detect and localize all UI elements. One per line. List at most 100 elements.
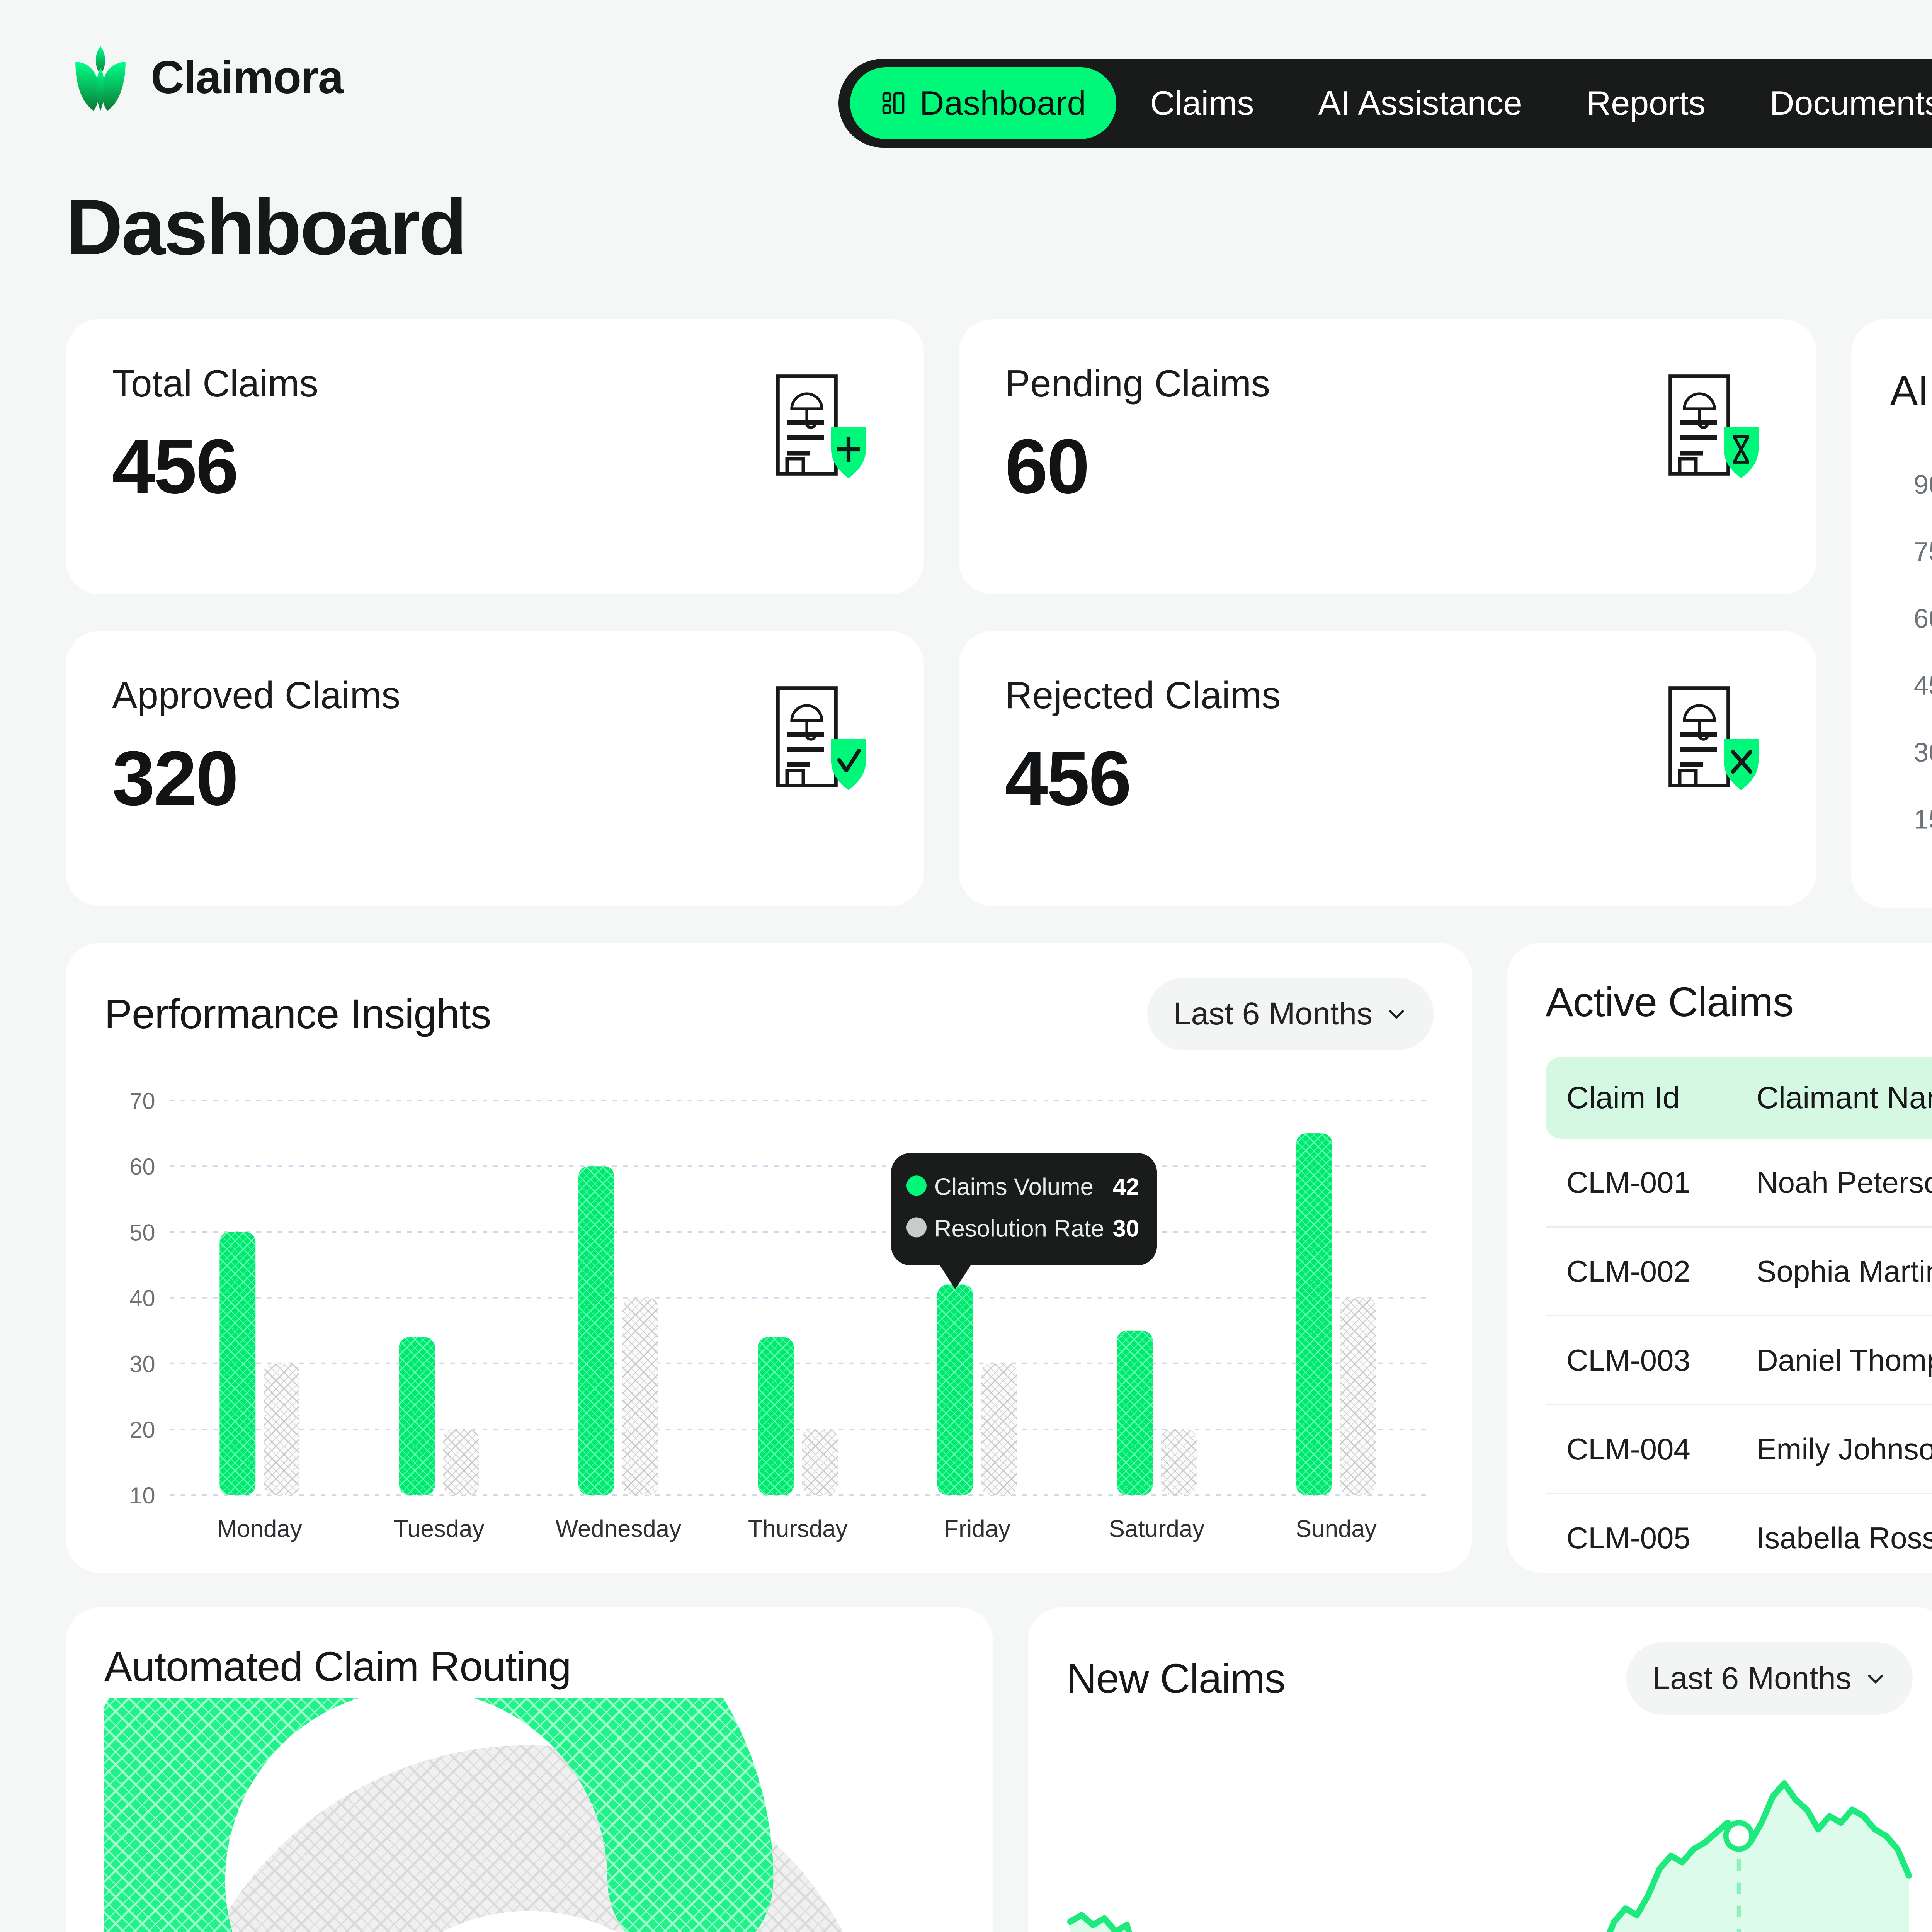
policy-hourglass-icon xyxy=(1668,374,1759,478)
nav-label: Claims xyxy=(1150,84,1254,122)
page-header: Dashboard New Claim xyxy=(66,182,1932,273)
active-claims-card: Active Claims Claim Id Claimant Name Typ… xyxy=(1507,942,1932,1573)
automated-claim-routing-card: Automated Claim Routing xyxy=(59,1523,993,1932)
svg-text:40: 40 xyxy=(129,1285,155,1311)
svg-text:Monday: Monday xyxy=(217,1515,302,1542)
svg-text:Wednesday: Wednesday xyxy=(556,1515,681,1542)
policy-plus-icon xyxy=(776,374,866,478)
svg-text:Thursday: Thursday xyxy=(748,1515,848,1542)
stat-card-approved-claims: Approved Claims 320 xyxy=(66,631,924,906)
svg-text:Friday: Friday xyxy=(944,1515,1010,1542)
svg-text:30: 30 xyxy=(1914,737,1932,767)
routing-title: Automated Claim Routing xyxy=(104,1643,571,1690)
svg-text:20: 20 xyxy=(129,1417,155,1443)
cell-claimant-name: Emily Johnson xyxy=(1735,1405,1932,1494)
main-nav: Dashboard Claims AI Assistance Reports D… xyxy=(838,59,1932,148)
new-claims-title: New Claims xyxy=(1066,1655,1286,1702)
stat-value: 60 xyxy=(1005,423,1090,510)
cell-claimant-name: Sophia Martinez xyxy=(1735,1227,1932,1316)
new-claims-range-value: Last 6 Months xyxy=(1652,1660,1852,1696)
dashboard-grid-icon xyxy=(882,92,905,114)
routing-gauge: 70% Auto Routed By AI xyxy=(59,1523,954,1932)
policy-x-icon xyxy=(1668,686,1759,790)
chevron-down-icon xyxy=(1389,1010,1404,1019)
stat-value: 320 xyxy=(112,735,239,821)
claimora-leaf-logo-icon xyxy=(75,46,126,111)
cell-claimant-name: Isabella Rossi xyxy=(1756,1520,1932,1555)
svg-text:Resolution Rate: Resolution Rate xyxy=(934,1215,1104,1242)
svg-text:70: 70 xyxy=(129,1088,155,1114)
nav-item-dashboard[interactable]: Dashboard xyxy=(850,67,1116,139)
brand-name: Claimora xyxy=(151,51,344,103)
nav-item-documents[interactable]: Documents xyxy=(1740,67,1932,139)
stat-label: Rejected Claims xyxy=(1005,673,1281,716)
stat-label: Approved Claims xyxy=(112,673,401,716)
nav-item-claims[interactable]: Claims xyxy=(1120,67,1284,139)
nav-item-reports[interactable]: Reports xyxy=(1556,67,1736,139)
new-claims-card: New Claims Last 6 Months JunJulAugSepOct… xyxy=(1027,1607,1932,1932)
row-routing-newclaims-policy: Automated Claim Routing xyxy=(59,1523,1932,1932)
stat-label: Pending Claims xyxy=(1005,362,1270,405)
svg-text:30: 30 xyxy=(1113,1215,1139,1242)
svg-text:10: 10 xyxy=(129,1483,155,1509)
svg-text:15: 15 xyxy=(1914,804,1932,834)
cell-claim-id: CLM-001 xyxy=(1545,1138,1736,1228)
policy-check-icon xyxy=(776,686,866,790)
fraud-trend-chart: 153045607590JunJulAugSepOctNov75 xyxy=(1890,469,1932,885)
th-claimant-name: Claimant Name xyxy=(1735,1056,1932,1139)
stat-card-pending-claims: Pending Claims 60 xyxy=(958,319,1817,594)
cell-claim-id: CLM-005 xyxy=(1566,1520,1690,1555)
stat-card-total-claims: Total Claims 456 xyxy=(66,319,924,594)
svg-text:45: 45 xyxy=(1914,670,1932,701)
svg-text:Saturday: Saturday xyxy=(1109,1515,1204,1542)
active-claims-title: Active Claims xyxy=(1545,978,1794,1025)
svg-text:50: 50 xyxy=(129,1219,155,1245)
top-navigation-bar: Claimora Dashboard Claims AI Assistance … xyxy=(66,0,1932,155)
brand[interactable]: Claimora xyxy=(66,43,344,112)
svg-text:60: 60 xyxy=(129,1154,155,1180)
row-stats-and-fraud: Total Claims 456 Pe xyxy=(66,319,1932,908)
svg-text:60: 60 xyxy=(1914,603,1932,633)
performance-range-value: Last 6 Months xyxy=(1173,996,1372,1031)
nav-item-ai-assistance[interactable]: AI Assistance xyxy=(1288,67,1552,139)
stat-value: 456 xyxy=(112,423,239,510)
nav-label: Dashboard xyxy=(920,84,1086,122)
stat-card-rejected-claims: Rejected Claims 456 xyxy=(958,631,1817,906)
performance-range-dropdown[interactable]: Last 6 Months xyxy=(1147,977,1434,1050)
nav-label: AI Assistance xyxy=(1318,84,1522,122)
svg-text:42: 42 xyxy=(1113,1173,1139,1200)
chevron-down-icon xyxy=(1868,1675,1883,1684)
nav-label: Reports xyxy=(1586,84,1706,122)
svg-text:Sunday: Sunday xyxy=(1296,1515,1377,1542)
svg-text:Claims Volume: Claims Volume xyxy=(934,1173,1094,1200)
stat-label: Total Claims xyxy=(112,362,318,405)
table-header-row: Claim Id Claimant Name Type Priority Sta… xyxy=(1545,1056,1932,1139)
new-claims-chart: JunJulAugSepOctNov xyxy=(1066,1742,1913,1932)
stat-card-grid: Total Claims 456 Pe xyxy=(66,319,1817,908)
fraud-trend-title: AI Detected Fraud Trend Over Time xyxy=(1890,367,1932,414)
row-performance-and-claims: Performance Insights Last 6 Months xyxy=(66,942,1932,1573)
performance-title: Performance Insights xyxy=(104,990,491,1037)
svg-text:90: 90 xyxy=(1914,473,1932,500)
stat-value: 456 xyxy=(1005,735,1132,821)
performance-insights-card: Performance Insights Last 6 Months xyxy=(66,942,1472,1573)
fraud-trend-card: AI Detected Fraud Trend Over Time Last 6… xyxy=(1851,319,1932,908)
active-claims-table: Claim Id Claimant Name Type Priority Sta… xyxy=(1545,1056,1932,1582)
cell-claimant-name: Daniel Thompson xyxy=(1735,1316,1932,1405)
svg-text:Tuesday: Tuesday xyxy=(394,1515,485,1542)
svg-text:30: 30 xyxy=(129,1351,155,1377)
cell-claim-id: CLM-003 xyxy=(1545,1316,1736,1405)
cell-claimant-name: Noah Peterson xyxy=(1735,1138,1932,1228)
th-claim-id: Claim Id xyxy=(1545,1056,1736,1139)
new-claims-range-dropdown[interactable]: Last 6 Months xyxy=(1626,1642,1913,1715)
nav-label: Documents xyxy=(1769,84,1932,122)
cell-claim-id: CLM-002 xyxy=(1545,1227,1736,1316)
page-title: Dashboard xyxy=(66,183,467,271)
svg-text:75: 75 xyxy=(1914,536,1932,566)
